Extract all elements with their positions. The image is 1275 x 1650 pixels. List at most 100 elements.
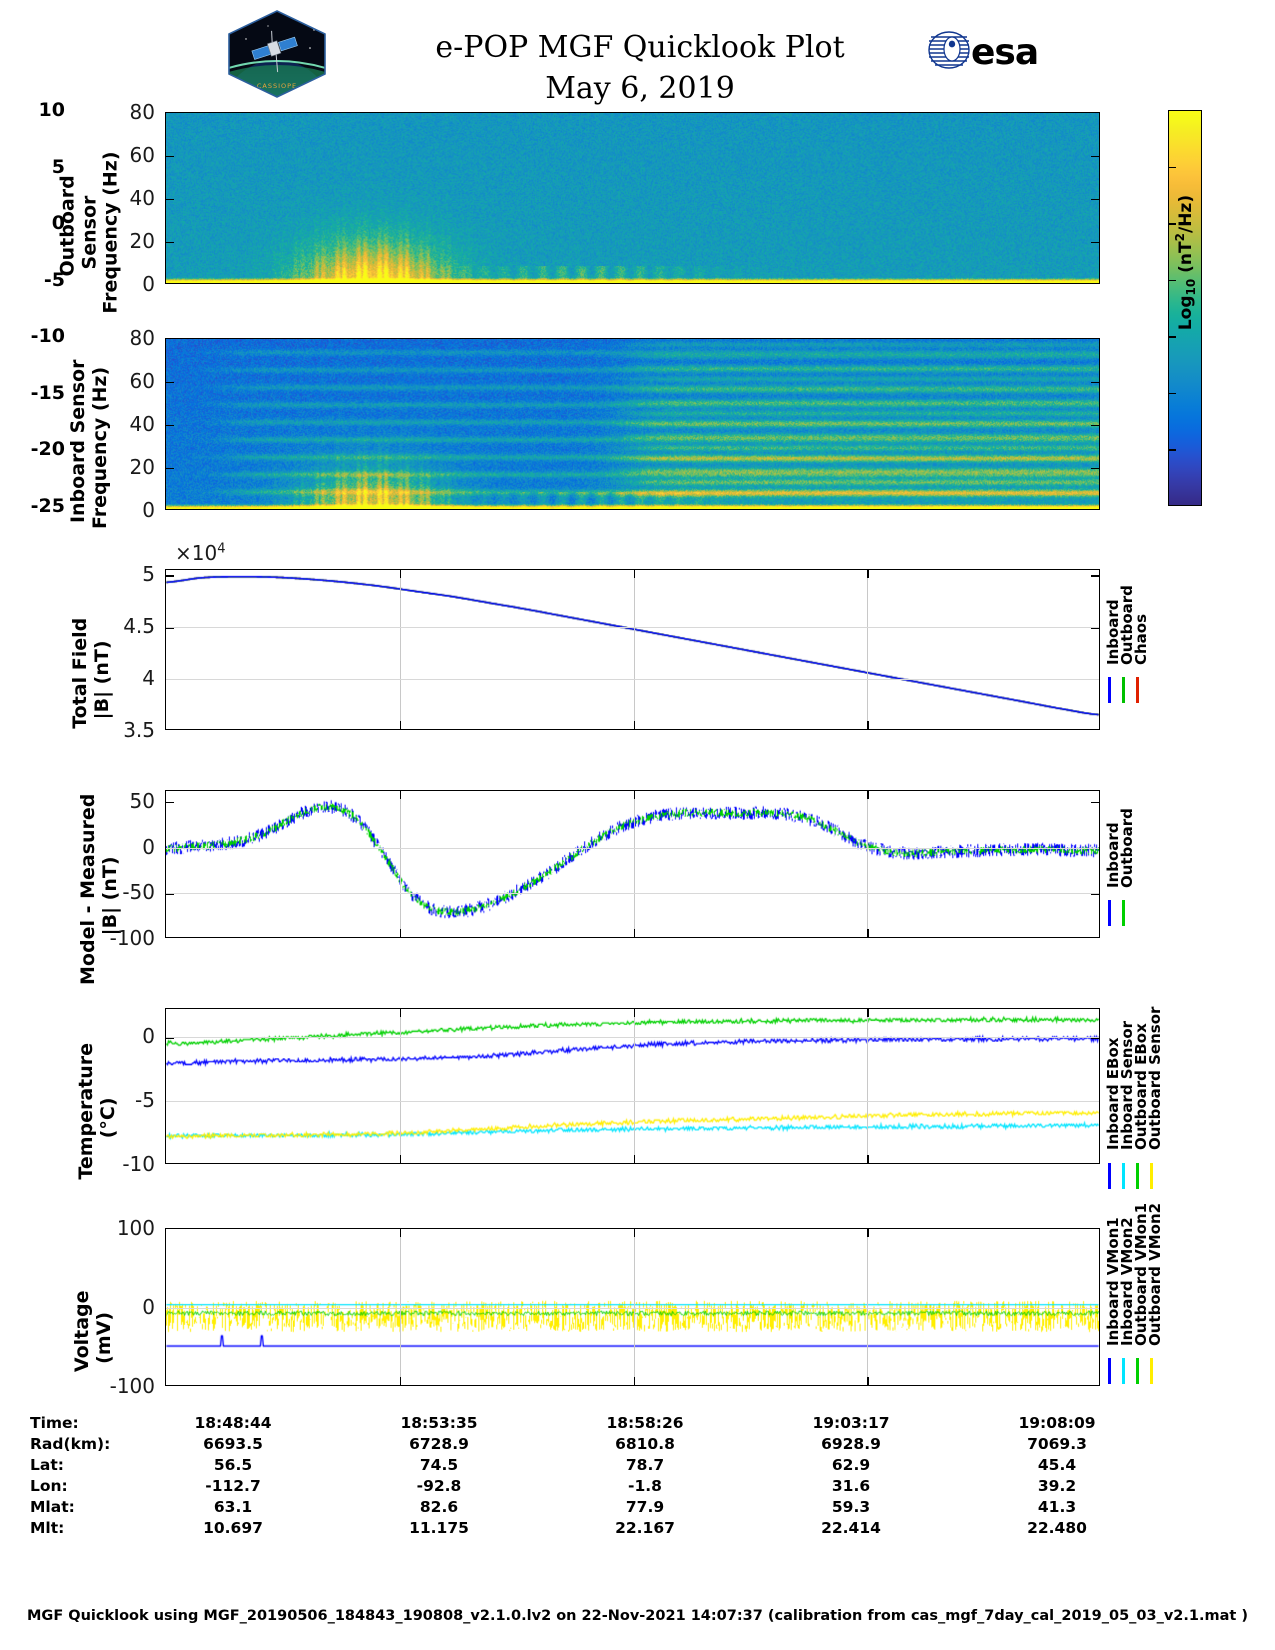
y-tick-label: 50 [129,788,155,813]
y-tick-label: 0 [142,272,155,296]
x-tickmark [633,929,635,937]
x-tickmark [399,929,402,937]
table-cell: 56.5 [213,1455,253,1474]
table-cell: 6728.9 [409,1434,469,1453]
table-row: Lat: 56.5 74.5 78.7 62.9 45.4 [30,1454,1160,1475]
colorbar-tick-label: -15 [30,381,65,404]
svg-text:CASSIOPE: CASSIOPE [257,82,297,90]
x-tickmark [399,1009,402,1017]
y-tick-label: 0 [142,1295,155,1319]
colorbar-tick-label: -10 [30,325,65,348]
colorbar-tick-label: -25 [30,495,65,517]
total-field-plot [166,570,1099,729]
legend-label: Outboard [1118,808,1136,888]
total-field-exponent-label: ×104 [175,541,226,565]
y-tickmark [1091,425,1099,427]
y-tickmark [166,242,174,244]
legend-color-swatch [1122,900,1125,926]
colorbar-tickmark [1168,279,1176,282]
x-tickmark [867,1009,869,1017]
ephemeris-table: Time: 18:48:44 18:53:35 18:58:26 19:03:17 19:… [30,1412,1160,1538]
y-tickmark [166,425,174,427]
table-cell: 18:58:26 [606,1413,684,1432]
y-tickmark [1091,468,1099,470]
x-tickmark [633,1229,635,1237]
legend-color-swatch [1108,1358,1111,1384]
model-measured-ylabel: Model - Measured |B| (nT) [77,793,121,985]
y-tick-label: 4 [142,666,155,691]
x-tickmark [633,791,635,799]
inboard-spectrogram-ylabel: Inboard Sensor Frequency (Hz) [67,359,111,529]
total-field-axes [165,569,1100,730]
vertical-gridline [399,791,401,937]
x-tickmark [399,1377,402,1385]
x-tickmark [867,1377,869,1385]
x-tickmark [399,1229,402,1237]
table-row-label: Mlat: [30,1497,75,1516]
y-tick-label: 80 [129,326,155,350]
y-tick-label: -100 [109,926,155,950]
colorbar-label: Log10 (nT2/Hz) [1173,194,1199,331]
vertical-gridline [633,791,635,937]
legend-color-swatch [1136,677,1139,703]
table-cell: 78.7 [625,1455,665,1474]
table-cell: 6928.9 [821,1434,881,1453]
y-tick-label: 20 [129,455,155,479]
title-line-2: May 6, 2019 [545,70,735,106]
colorbar [1168,110,1202,506]
temperature-ylabel: Temperature (°C) [75,1042,119,1180]
x-tickmark [633,570,635,578]
esa-logo: esa [925,28,1043,76]
colorbar-tickmark [1168,223,1176,225]
table-cell: 82.6 [419,1497,459,1516]
table-row-label: Lon: [30,1476,68,1495]
y-tick-label: 80 [129,100,155,124]
x-tickmark [399,570,402,578]
table-row: Mlt: 10.697 11.175 22.167 22.414 22.480 [30,1517,1160,1538]
table-cell: -92.8 [416,1476,462,1495]
legend-label: Outboard Sensor [1146,1006,1164,1150]
y-tick-label: 40 [129,186,155,210]
y-tickmark [1091,156,1099,158]
table-cell: 31.6 [831,1476,871,1495]
y-tick-label: 60 [129,369,155,393]
table-cell: 19:08:09 [1018,1413,1096,1432]
horizontal-gridline [166,1037,1099,1039]
table-cell: 59.3 [831,1497,871,1516]
colorbar-tick-label: 10 [38,99,65,121]
table-cell: 19:03:17 [812,1413,890,1432]
table-cell: 6693.5 [203,1434,263,1453]
colorbar-tick-label: -5 [43,268,65,291]
table-cell: -112.7 [205,1476,261,1495]
model-measured-axes [165,790,1100,938]
vertical-gridline [867,791,869,937]
y-tick-label: 40 [129,412,155,436]
y-tick-label: 0 [142,834,155,859]
y-tickmark [166,382,174,384]
x-tickmark [633,1009,635,1017]
x-tickmark [867,929,869,937]
inboard-spectrogram-axes [165,338,1100,510]
colorbar-tickmark [1168,392,1176,395]
vertical-gridline [867,1229,869,1385]
outboard-spectrogram-ylabel: Outboard Sensor Frequency (Hz) [56,151,122,314]
model-measured-plot [166,791,1099,937]
legend-label: Chaos [1132,613,1150,665]
y-tickmark [1091,199,1099,201]
table-cell: 22.480 [1027,1518,1087,1537]
table-cell: 10.697 [203,1518,263,1537]
y-tickmark [166,575,174,577]
legend-label: Outboard VMon2 [1146,1202,1164,1346]
legend-color-swatch [1108,1163,1111,1189]
table-cell: 18:53:35 [400,1413,478,1432]
total-field-ylabel: Total Field |B| (nT) [69,617,113,729]
y-tick-label: 3.5 [123,718,155,742]
table-row: Rad(km): 6693.5 6728.9 6810.8 6928.9 7069.3 [30,1433,1160,1454]
voltage-axes [165,1228,1100,1386]
vertical-gridline [399,570,401,729]
x-tickmark [633,721,635,729]
vertical-gridline [633,1009,635,1163]
table-row-label: Rad(km): [30,1434,111,1453]
legend-color-swatch [1122,1163,1125,1189]
table-row-label: Time: [30,1413,79,1432]
